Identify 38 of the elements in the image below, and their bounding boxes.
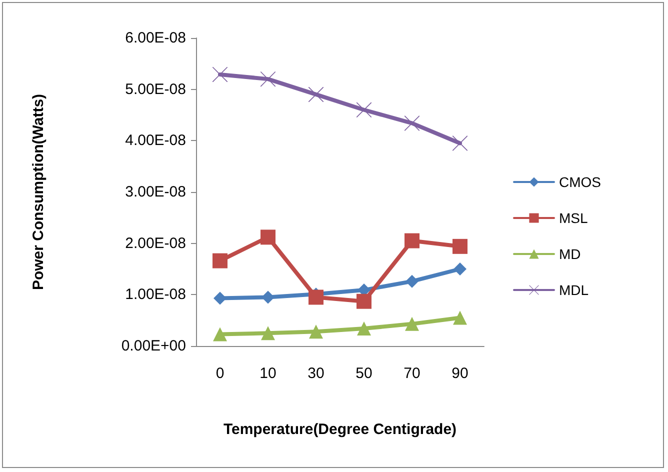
point	[406, 274, 418, 288]
point	[454, 262, 466, 276]
x-tick-label: 30	[308, 365, 324, 382]
point	[212, 66, 228, 82]
point	[453, 310, 467, 325]
point	[309, 324, 323, 339]
y-tick-label: 3.00E-08	[125, 184, 186, 200]
legend-label: MDL	[559, 282, 589, 298]
point	[262, 290, 274, 304]
point	[308, 86, 324, 102]
point	[260, 72, 276, 87]
point	[404, 233, 420, 248]
point	[357, 322, 371, 336]
point	[308, 290, 324, 305]
point	[260, 230, 276, 245]
y-axis-title: Power Consumption(Watts)	[30, 94, 47, 290]
x-tick-label: 90	[452, 365, 468, 382]
y-tick-label: 2.00E-08	[125, 234, 186, 252]
x-tick-label: 0	[216, 365, 224, 382]
point	[356, 294, 372, 309]
legend-label: MSL	[559, 210, 588, 226]
point	[405, 316, 419, 331]
legend-label: MD	[559, 246, 581, 262]
x-tick-label: 50	[356, 365, 372, 382]
x-axis-title: Temperature(Degree Centigrade)	[223, 421, 457, 438]
x-tick-label: 70	[404, 365, 420, 382]
point	[261, 326, 275, 340]
x-tick-label: 10	[260, 365, 276, 382]
y-tick-label: 0.00E+00	[121, 338, 186, 354]
y-tick-label: 6.00E-08	[125, 30, 186, 46]
legend-label: CMOS	[559, 174, 601, 190]
point	[452, 238, 468, 254]
point	[213, 327, 227, 342]
point	[212, 253, 228, 268]
y-tick-label: 1.00E-08	[125, 286, 186, 304]
point	[214, 292, 226, 305]
y-tick-label: 5.00E-08	[125, 80, 186, 98]
y-tick-label: 4.00E-08	[125, 132, 186, 150]
